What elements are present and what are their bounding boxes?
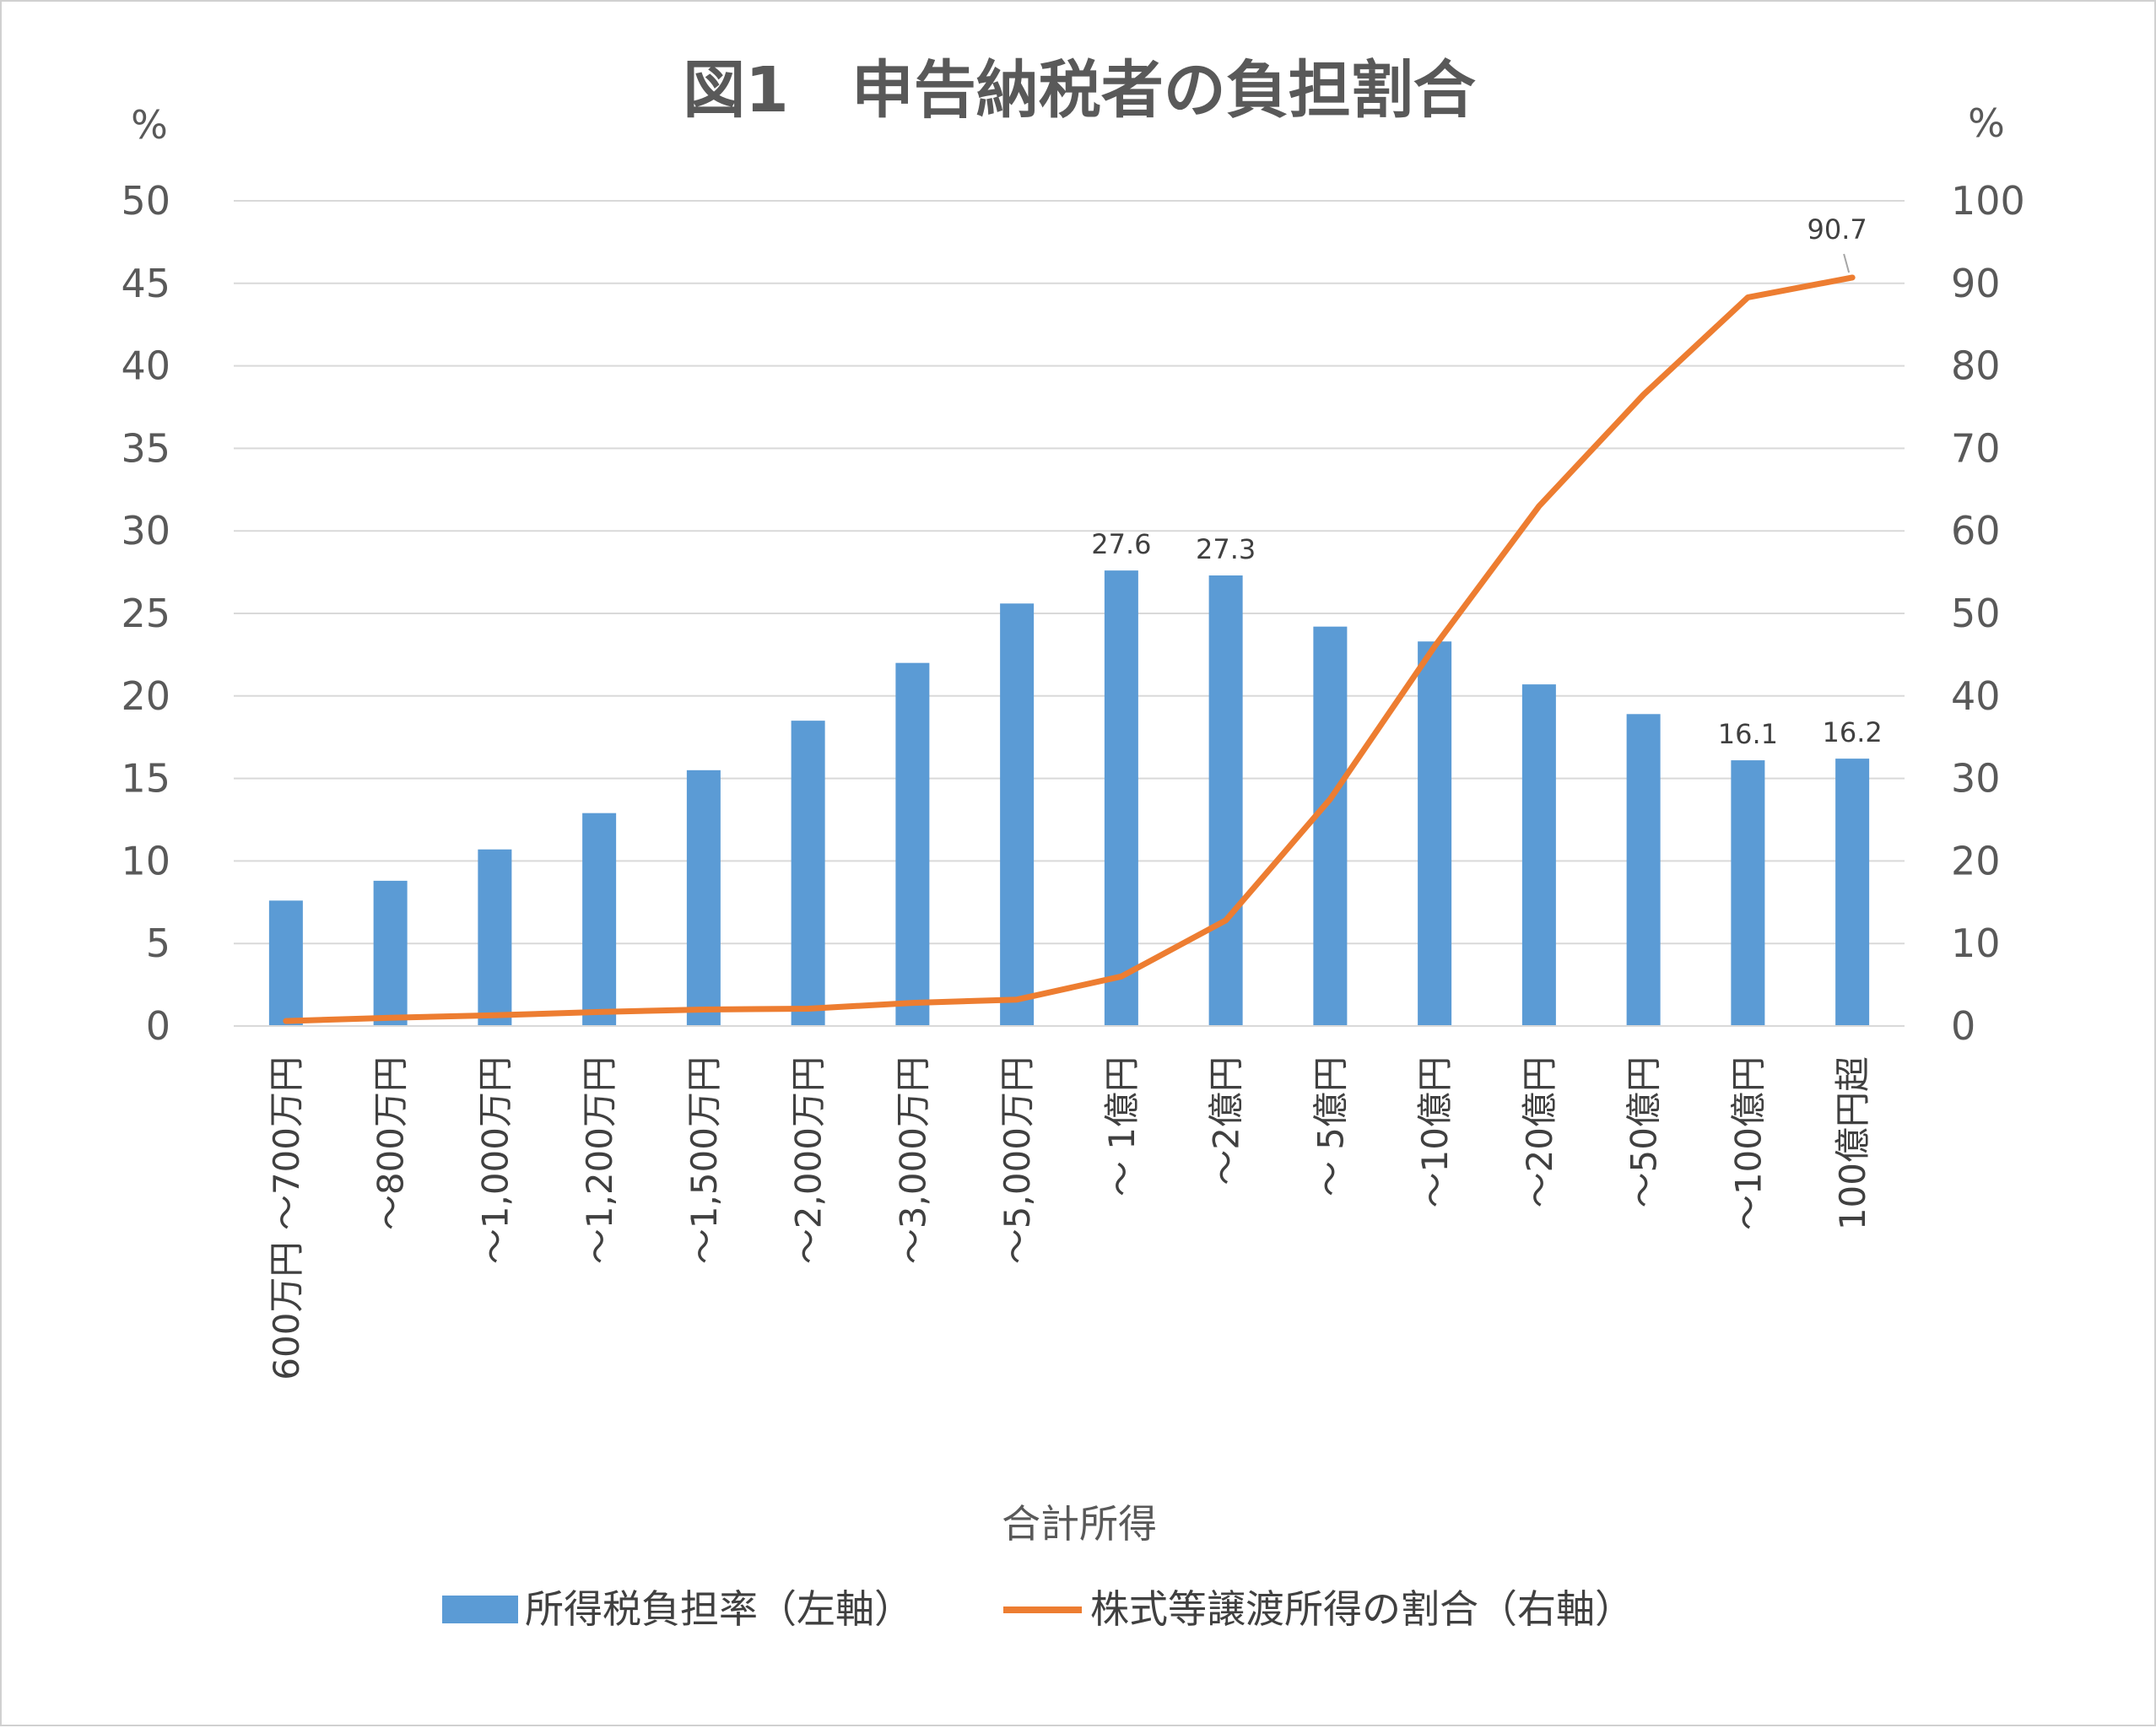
line-point (597, 1009, 602, 1015)
bar (1313, 626, 1348, 1026)
bar (268, 900, 303, 1026)
bar (373, 880, 408, 1026)
right-tick-label: 90 (1951, 261, 2001, 306)
bar (1418, 641, 1452, 1026)
line-point (1118, 974, 1124, 980)
chart-title: 図1 申告納税者の負担割合 (683, 54, 1476, 127)
left-tick-label: 25 (121, 591, 170, 636)
right-tick-label: 100 (1951, 178, 2025, 224)
bar (1104, 570, 1138, 1026)
category-label: ～1,200万円 (579, 1056, 620, 1264)
left-tick-label: 30 (121, 508, 170, 554)
line-point (283, 1018, 289, 1024)
category-label: ～100億円 (1727, 1056, 1769, 1230)
right-axis-ticks: 0 10 20 30 40 50 60 70 80 90 100 (1951, 178, 2025, 1049)
left-tick-label: 0 (146, 1003, 170, 1049)
category-label: ～5,000万円 (997, 1056, 1038, 1264)
right-tick-label: 80 (1951, 343, 2001, 389)
bar (1208, 575, 1243, 1026)
line-point (1432, 644, 1438, 650)
right-tick-label: 40 (1951, 673, 2001, 719)
left-tick-label: 20 (121, 673, 170, 719)
line-point (1850, 274, 1856, 280)
line-data-label: 90.7 (1807, 213, 1867, 246)
category-labels: 600万円 ～700万円 ～800万円 ～1,000万円 ～1,200万円 ～1,500… (266, 1056, 1873, 1380)
category-label: ～20億円 (1519, 1056, 1560, 1207)
bar (1835, 759, 1870, 1026)
legend: 所得税負担率（左軸） 株式等譲渡所得の割合（右軸） (442, 1586, 1634, 1632)
left-tick-label: 15 (121, 756, 170, 802)
bar-data-label: 27.6 (1091, 528, 1151, 560)
line-point (1640, 392, 1646, 397)
bar-data-label: 16.1 (1718, 718, 1778, 750)
right-tick-label: 20 (1951, 838, 2001, 883)
data-labels: 27.6 27.3 16.1 16.2 90.7 (1091, 213, 1883, 750)
left-axis-unit: % (131, 102, 168, 148)
line-series (283, 274, 1856, 1024)
category-label: ～1,000万円 (474, 1056, 516, 1264)
category-label: ～2,000万円 (788, 1056, 829, 1264)
legend-line-label: 株式等譲渡所得の割合（右軸） (1090, 1586, 1634, 1632)
line-point (805, 1006, 811, 1012)
line-point (1223, 917, 1229, 923)
right-tick-label: 60 (1951, 508, 2001, 554)
x-axis-title: 合計所得 (1002, 1501, 1157, 1547)
right-tick-label: 10 (1951, 921, 2001, 966)
bar-data-label: 27.3 (1196, 533, 1256, 565)
category-label: ～2億円 (1206, 1056, 1247, 1185)
bar (478, 849, 512, 1026)
bar (791, 721, 825, 1026)
right-tick-label: 50 (1951, 591, 2001, 636)
bar (1626, 714, 1661, 1026)
category-label: ～1,500万円 (684, 1056, 725, 1264)
left-tick-label: 10 (121, 838, 170, 883)
line-path (283, 274, 1856, 1024)
bar-data-label: 16.2 (1823, 716, 1883, 748)
line-point (700, 1007, 706, 1012)
line-point (1014, 996, 1020, 1002)
left-tick-label: 45 (121, 261, 170, 306)
bar (1000, 603, 1035, 1026)
bar (686, 770, 721, 1026)
legend-bar-swatch (442, 1596, 518, 1623)
gridlines (234, 200, 1905, 945)
legend-bar-label: 所得税負担率（左軸） (525, 1586, 913, 1632)
line-point (1327, 796, 1333, 802)
left-axis-ticks: 0 5 10 15 20 25 30 35 40 45 50 (121, 178, 170, 1049)
left-tick-label: 50 (121, 178, 170, 224)
left-tick-label: 40 (121, 343, 170, 389)
category-label: ～ 1億円 (1101, 1056, 1143, 1196)
line-point (910, 1000, 916, 1006)
right-tick-label: 0 (1951, 1003, 1975, 1049)
category-label: ～ 5億円 (1310, 1056, 1351, 1196)
category-label: ～3,000万円 (892, 1056, 933, 1264)
line-point (492, 1012, 498, 1018)
line-point (1745, 294, 1751, 300)
bar (582, 813, 617, 1026)
bar (1521, 684, 1556, 1026)
right-axis-unit: % (1968, 100, 2005, 146)
bar-series (268, 570, 1870, 1026)
bar (1731, 760, 1765, 1026)
right-tick-label: 70 (1951, 425, 2001, 471)
right-tick-label: 30 (1951, 756, 2001, 802)
bar (895, 662, 930, 1026)
category-label: ～10億円 (1414, 1056, 1456, 1207)
left-tick-label: 35 (121, 425, 170, 471)
category-label: ～50億円 (1624, 1056, 1665, 1207)
line-point (1536, 503, 1542, 509)
category-label: 600万円 ～700万円 (266, 1056, 307, 1380)
line-label-leader (1843, 253, 1851, 273)
category-label: 100億円超 (1832, 1056, 1873, 1230)
line-point (387, 1015, 393, 1021)
left-tick-label: 5 (146, 921, 170, 966)
category-label: ～800万円 (370, 1056, 412, 1230)
